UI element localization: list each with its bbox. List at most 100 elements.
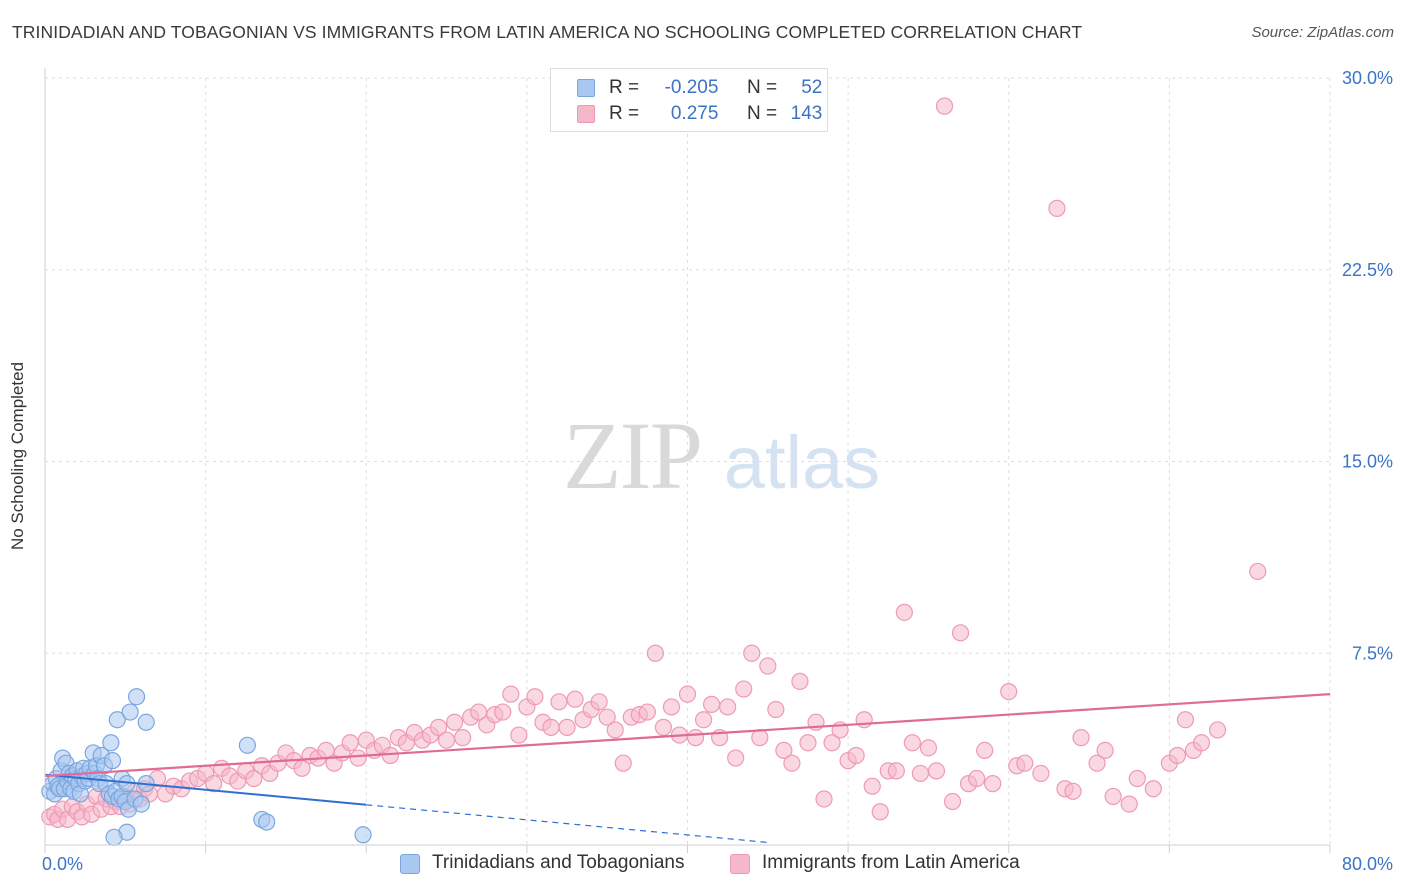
blue-point	[354, 826, 372, 844]
pink-point	[381, 746, 399, 765]
blue-point	[132, 795, 150, 813]
pink-point	[751, 729, 769, 747]
pink-point	[349, 749, 367, 767]
pink-point	[887, 762, 905, 780]
pink-point	[1016, 754, 1034, 772]
pink-point	[1000, 682, 1018, 701]
pink-point	[855, 711, 873, 729]
y-tick-label: 22.5%	[1342, 260, 1393, 280]
blue-point	[127, 688, 146, 706]
legend-r-label: R =	[609, 103, 640, 124]
pink-point	[1144, 780, 1162, 798]
pink-point	[871, 803, 889, 821]
blue-point	[121, 703, 139, 721]
pink-point	[847, 746, 865, 765]
pink-point	[943, 792, 962, 811]
pink-point	[542, 718, 560, 736]
pink-point	[510, 726, 528, 744]
pink-point	[984, 775, 1002, 793]
pink-point	[526, 688, 544, 706]
pink-point	[919, 739, 938, 757]
x-tick-label: 80.0%	[1342, 854, 1393, 874]
pink-point	[951, 624, 970, 642]
pink-point	[935, 97, 954, 115]
pink-point	[341, 734, 359, 752]
pink-point	[976, 741, 994, 760]
pink-point	[1048, 199, 1066, 217]
pink-point	[799, 734, 817, 752]
y-tick-label: 30.0%	[1342, 68, 1393, 88]
legend-swatch-pink	[577, 105, 595, 123]
pink-point	[654, 718, 673, 736]
pink-point	[686, 729, 705, 747]
pink-point	[775, 741, 793, 760]
pink-point	[1120, 795, 1138, 813]
pink-point	[205, 775, 223, 793]
pink-point	[590, 693, 608, 711]
legend-n-value: 143	[790, 103, 823, 124]
pink-point	[558, 718, 576, 736]
pink-point	[719, 698, 737, 716]
pink-point	[1072, 729, 1090, 747]
pink-point	[638, 703, 656, 721]
pink-point	[895, 603, 913, 621]
pink-point	[1128, 769, 1146, 788]
y-axis-title: No Schooling Completed	[8, 361, 27, 551]
pink-point	[927, 762, 946, 780]
pink-point	[1096, 741, 1114, 760]
pink-trend-line	[44, 693, 1331, 778]
legend-r-value: -0.205	[664, 77, 719, 98]
legend-r-label: R =	[609, 77, 640, 98]
pink-point	[968, 769, 986, 788]
pink-point	[454, 729, 472, 747]
blue-point	[108, 711, 126, 729]
pink-point	[566, 690, 584, 708]
pink-point	[783, 754, 801, 772]
pink-point	[1032, 764, 1050, 783]
legend-n-label: N =	[746, 103, 778, 124]
watermark-atlas: atlas	[724, 421, 880, 504]
pink-point	[903, 734, 921, 752]
watermark-zip: ZIP	[563, 402, 701, 509]
blue-point	[103, 752, 122, 770]
blue-point	[102, 734, 120, 752]
bottom-legend-label-pink: Immigrants from Latin America	[762, 852, 1020, 873]
blue-point	[137, 713, 155, 731]
pink-point	[646, 644, 664, 662]
pink-point	[694, 711, 713, 729]
pink-point	[759, 657, 777, 675]
correlation-legend: R = -0.205 N = 52 R = 0.275 N = 143	[550, 68, 828, 132]
pink-point	[727, 749, 745, 767]
trend-lines	[44, 693, 1331, 844]
source-label: Source: ZipAtlas.com	[1251, 24, 1394, 41]
pink-point	[1104, 787, 1122, 806]
pink-point	[815, 790, 833, 808]
legend-text-pink: R = 0.275 N = 143	[609, 103, 822, 125]
pink-point	[791, 672, 809, 690]
pink-point	[1192, 734, 1211, 752]
pink-point	[702, 695, 721, 713]
blue-point	[105, 828, 123, 846]
pink-point	[502, 685, 520, 703]
pink-point	[437, 731, 456, 749]
legend-n-label: N =	[746, 77, 778, 98]
axes	[44, 68, 1331, 853]
legend-n-value: 52	[801, 77, 823, 98]
bottom-legend-swatch-blue	[400, 854, 420, 874]
pink-series-points	[41, 97, 1267, 829]
pink-point	[1168, 746, 1187, 765]
pink-point	[678, 685, 697, 703]
legend-text-blue: R = -0.205 N = 52	[609, 77, 822, 99]
pink-point	[614, 754, 632, 772]
pink-point	[1088, 754, 1106, 772]
pink-point	[767, 700, 785, 719]
x-tick-label: 0.0%	[42, 854, 83, 874]
grid-lines	[45, 77, 1331, 845]
legend-r-value: 0.275	[670, 103, 719, 124]
legend-swatch-blue	[577, 79, 595, 97]
pink-point	[1249, 562, 1267, 581]
watermark: ZIP atlas	[563, 402, 880, 509]
pink-point	[823, 734, 841, 752]
pink-point	[1176, 711, 1195, 729]
pink-point	[445, 713, 464, 731]
